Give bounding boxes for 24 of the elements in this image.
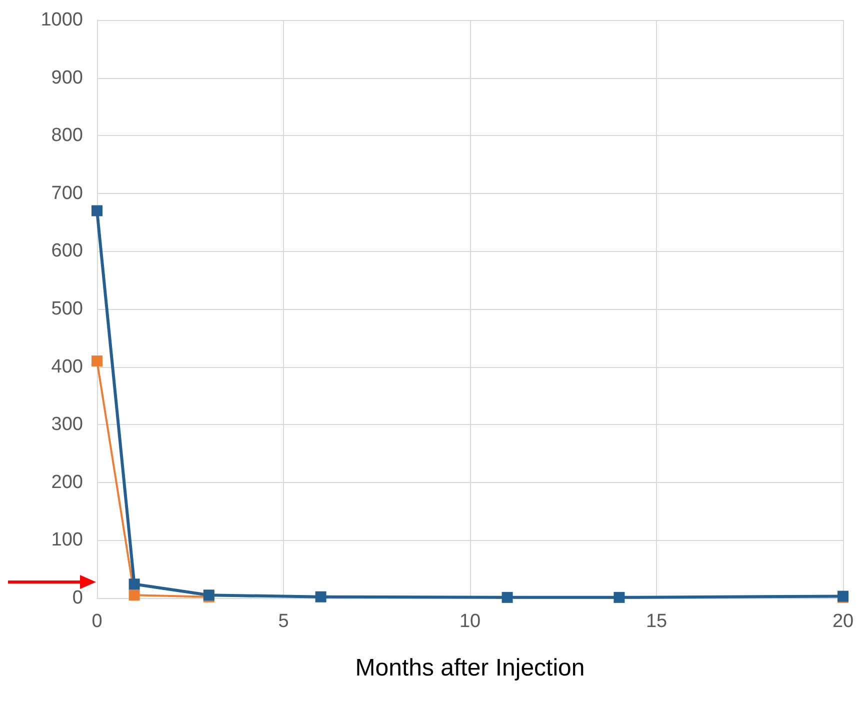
x-tick-label: 10 (459, 611, 481, 632)
point (92, 205, 102, 216)
y-tick-label: 100 (51, 530, 83, 551)
x-tick-label: 20 (832, 611, 854, 632)
x-axis-title: Months after Injection (355, 654, 585, 682)
y-tick-label: 1000 (40, 10, 83, 30)
x-tick-label: 0 (92, 611, 102, 632)
y-tick-label: 500 (51, 298, 83, 320)
point (502, 592, 513, 603)
y-tick-label: 300 (51, 414, 83, 436)
y-tick-label: 400 (51, 356, 83, 378)
y-tick-label: 0 (72, 588, 83, 608)
y-tick-label: 900 (51, 67, 83, 88)
y-tick-label: 700 (51, 182, 83, 204)
y-tick-label: 200 (51, 472, 83, 493)
x-tick-label: 15 (646, 611, 668, 632)
y-tick-label: 600 (51, 240, 83, 262)
x-tick-label: 5 (278, 611, 289, 632)
y-tick-label: 800 (51, 125, 83, 146)
point (315, 591, 326, 602)
point (128, 578, 140, 590)
point (128, 590, 140, 601)
point (614, 592, 625, 603)
point (92, 356, 102, 367)
